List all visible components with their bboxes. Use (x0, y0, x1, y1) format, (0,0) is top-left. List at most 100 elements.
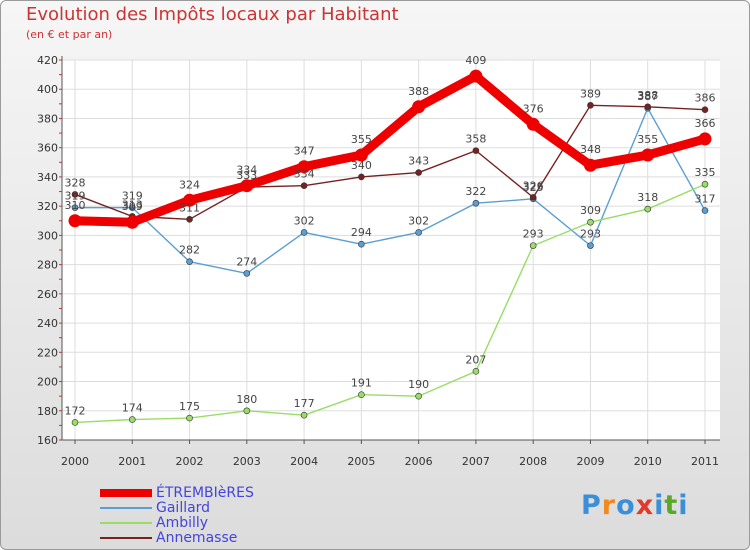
data-label-gaillard: 302 (294, 214, 315, 227)
y-tick-label: 240 (37, 317, 58, 330)
data-label-annemasse: 389 (580, 87, 601, 100)
data-label--trembi-res: 347 (294, 145, 315, 158)
data-label-gaillard: 322 (465, 185, 486, 198)
data-label-gaillard: 274 (236, 255, 257, 268)
gridlines (62, 59, 720, 441)
data-point-annemasse (71, 191, 79, 198)
plot-area (62, 60, 720, 440)
data-point--trembi-res (297, 160, 311, 174)
data-point-ambilly (529, 242, 537, 249)
x-tick-label: 2010 (634, 455, 662, 468)
y-tick-label: 420 (37, 54, 58, 67)
data-point-gaillard (243, 270, 251, 277)
data-label-gaillard: 294 (351, 226, 372, 239)
data-label-annemasse: 311 (179, 201, 200, 214)
x-tick-label: 2004 (290, 455, 318, 468)
y-tick-label: 180 (37, 405, 58, 418)
data-label-ambilly: 174 (122, 402, 143, 415)
x-tick-label: 2002 (176, 455, 204, 468)
data-label--trembi-res: 355 (351, 133, 372, 146)
data-label--trembi-res: 309 (122, 200, 143, 213)
data-point-ambilly (358, 391, 365, 398)
data-point-ambilly (71, 419, 79, 426)
y-tick-label: 260 (37, 288, 58, 301)
x-tick-label: 2007 (462, 455, 490, 468)
legend-label: Gaillard (156, 500, 211, 516)
x-tick-label: 2003 (233, 455, 261, 468)
data-label-annemasse: 333 (236, 169, 257, 182)
axes: 160 180 200 220 240 260 280 300 320 340 360 380 400 4… (37, 54, 720, 468)
data-label-ambilly: 191 (351, 377, 372, 390)
legend-item--trembi-res: ÉTREMBIèRES (100, 486, 340, 501)
data-point-gaillard (587, 242, 594, 249)
data-point-ambilly (472, 368, 480, 375)
data-label-ambilly: 318 (637, 191, 658, 204)
y-tick-label: 200 (37, 376, 58, 389)
data-point-annemasse (300, 182, 308, 189)
data-label-gaillard: 293 (580, 228, 601, 241)
data-point--trembi-res (240, 179, 254, 193)
y-tick-label: 280 (37, 259, 58, 272)
legend-item-ambilly: Ambilly (100, 516, 340, 531)
logo-letter: r (601, 490, 617, 521)
legend-swatch (100, 537, 152, 539)
x-tick-label: 2001 (118, 455, 146, 468)
data-label-annemasse: 386 (695, 92, 716, 105)
x-tick-label: 2005 (347, 455, 375, 468)
data-point-annemasse (415, 169, 422, 176)
data-point--trembi-res (469, 69, 483, 83)
data-label-gaillard: 317 (695, 193, 716, 206)
data-point--trembi-res (583, 158, 597, 172)
data-point--trembi-res (526, 117, 540, 131)
data-label-annemasse: 313 (122, 198, 143, 211)
data-point-gaillard (186, 258, 193, 265)
data-label-ambilly: 293 (523, 228, 544, 241)
data-label--trembi-res: 355 (637, 133, 658, 146)
data-point-annemasse (186, 216, 193, 223)
data-point-annemasse (644, 103, 652, 111)
data-point-ambilly (587, 218, 594, 226)
series-lines (68, 69, 712, 426)
x-tick-label: 2009 (576, 455, 604, 468)
legend-item-annemasse: Annemasse (100, 531, 340, 546)
legend-label: Ambilly (156, 515, 209, 531)
data-point-annemasse (701, 106, 709, 113)
data-point-ambilly (415, 392, 422, 400)
data-point-annemasse (358, 173, 365, 181)
legend-swatch (100, 522, 152, 524)
data-point--trembi-res (641, 148, 655, 162)
data-label-ambilly: 335 (695, 166, 716, 179)
data-point--trembi-res (698, 132, 712, 146)
data-label-ambilly: 175 (179, 400, 200, 413)
data-point-annemasse (587, 102, 594, 109)
y-tick-label: 300 (37, 229, 58, 242)
data-label-ambilly: 180 (236, 393, 257, 406)
legend: ÉTREMBIèRES Gaillard Ambilly Annemasse (100, 486, 340, 546)
data-point--trembi-res (183, 193, 197, 207)
data-point-ambilly (243, 407, 251, 415)
data-label-annemasse: 388 (637, 89, 658, 102)
data-label-gaillard: 302 (408, 214, 429, 227)
data-point-ambilly (300, 411, 308, 419)
data-label--trembi-res: 388 (408, 85, 429, 98)
data-label--trembi-res: 324 (179, 178, 200, 191)
data-point--trembi-res (68, 214, 82, 228)
y-tick-label: 380 (37, 112, 58, 125)
data-point--trembi-res (354, 148, 368, 162)
legend-swatch (100, 507, 152, 509)
data-point-ambilly (186, 414, 193, 422)
legend-label: Annemasse (156, 530, 238, 546)
data-label-annemasse: 343 (408, 155, 429, 168)
data-label-annemasse: 334 (294, 168, 315, 181)
x-tick-label: 2008 (519, 455, 547, 468)
data-label-gaillard: 319 (122, 190, 143, 203)
x-tick-label: 2006 (405, 455, 433, 468)
data-point-ambilly (128, 416, 136, 423)
series-line-annemasse (74, 104, 706, 221)
data-point-gaillard (128, 204, 136, 211)
y-tick-label: 160 (37, 434, 58, 447)
data-point--trembi-res (412, 100, 426, 114)
data-label-annemasse: 358 (465, 133, 486, 146)
